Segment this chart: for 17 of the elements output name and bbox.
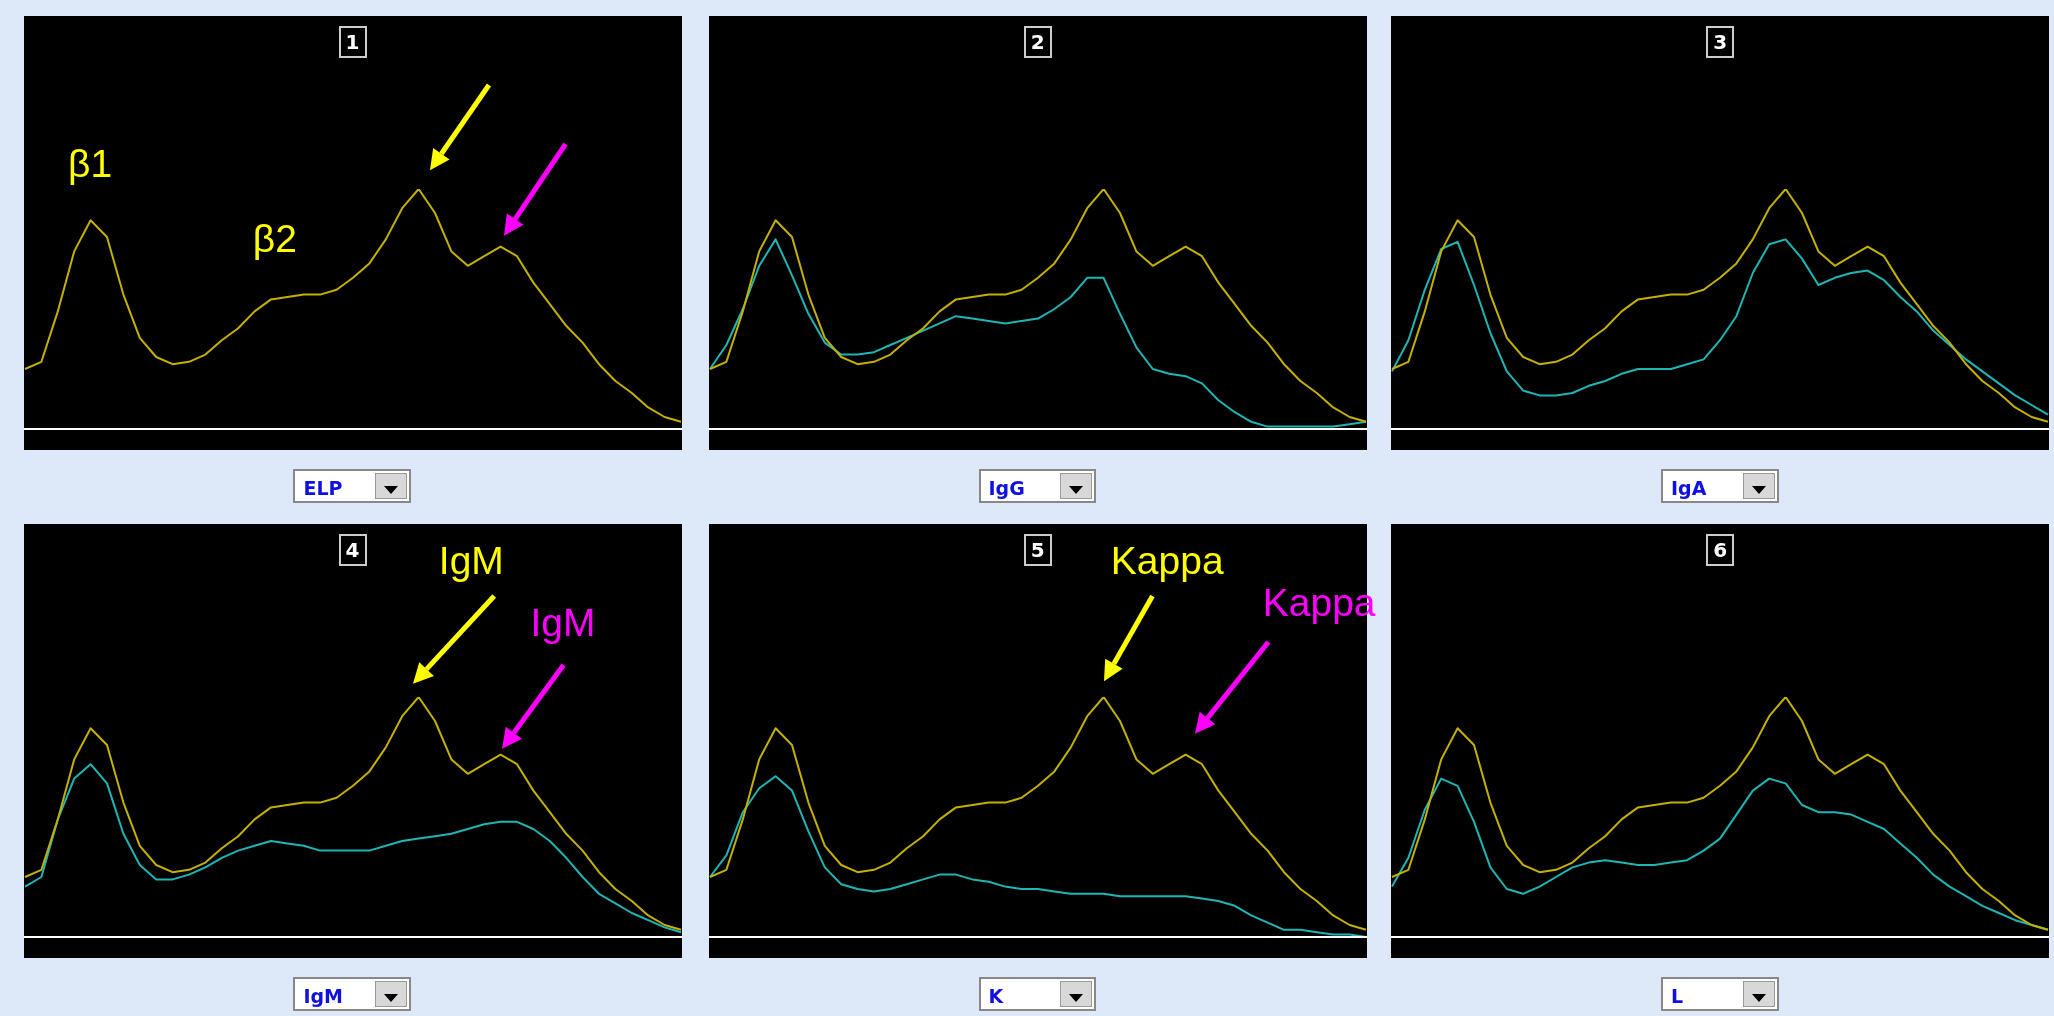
text: IgM [530, 600, 596, 644]
x-axis-title: K [988, 985, 1004, 1008]
chart-title: 2 [1023, 25, 1052, 58]
chart-title: 5 [1023, 533, 1052, 566]
chart-title: 6 [1706, 533, 1735, 566]
chart-title: 4 [338, 533, 367, 566]
x-axis-title: ELP [303, 476, 343, 499]
x-axis-title: IgG [988, 476, 1025, 499]
chart-title: 1 [338, 25, 367, 58]
x-axis-title: IgM [303, 985, 343, 1008]
x-axis-title: IgA [1671, 476, 1707, 499]
text: β1 [68, 142, 113, 186]
text: Kappa [1110, 539, 1224, 582]
text: IgM [438, 539, 504, 582]
chart-title: 3 [1706, 25, 1735, 58]
x-axis-title: L [1671, 985, 1684, 1008]
annotation: β2 [252, 216, 297, 260]
